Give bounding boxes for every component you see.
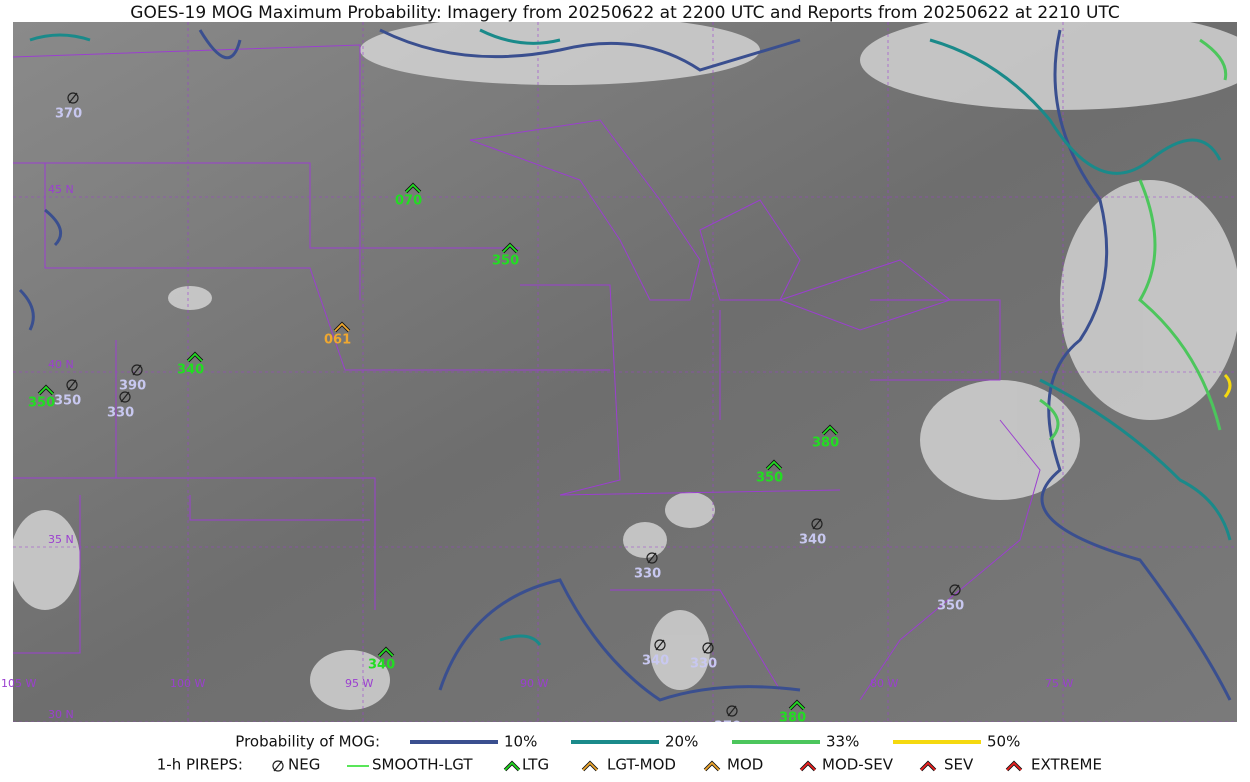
pirep-label: 340 xyxy=(799,533,826,548)
legend-label: EXTREME xyxy=(1031,756,1102,774)
legend-label: 20% xyxy=(665,733,698,751)
pirep-icon xyxy=(67,379,77,391)
pirep-label: 350 xyxy=(492,254,519,269)
pirep-label: 350 xyxy=(54,394,81,409)
pirep-icon xyxy=(131,364,143,376)
pirep-icon xyxy=(504,761,520,771)
pirep-label: 340 xyxy=(642,654,669,669)
pirep-icon xyxy=(187,352,203,362)
pirep-icon xyxy=(789,700,805,710)
pirep-label: 370 xyxy=(55,107,82,122)
pirep-label: 330 xyxy=(690,657,717,672)
pirep-icon xyxy=(654,639,666,651)
pirep-icon xyxy=(272,760,284,772)
pirep-icon xyxy=(66,379,78,391)
lon-label: 80 W xyxy=(870,677,898,690)
legend: Probability of MOG: 10% 20% 33% 50% 1-h PIREP… xyxy=(157,733,1102,774)
pirep-icon xyxy=(405,183,421,193)
pirep-label: 061 xyxy=(324,333,351,348)
pirep-icon xyxy=(704,761,720,771)
pirep-icon xyxy=(812,518,822,530)
pirep-label: 350 xyxy=(937,599,964,614)
pirep-label: 380 xyxy=(812,436,839,451)
pirep-label: 350 xyxy=(756,471,783,486)
pirep-icon xyxy=(655,639,665,651)
pirep-icon xyxy=(38,385,54,395)
pirep-label: 330 xyxy=(107,406,134,421)
graticule-labels: 45 N 40 N 35 N 30 N 105 W 100 W 95 W 90 W 80 W 75… xyxy=(1,183,1073,721)
pirep-icon xyxy=(800,761,816,771)
probability-contours xyxy=(18,28,1232,702)
pirep-label: 390 xyxy=(119,379,146,394)
pirep-label: 070 xyxy=(395,194,422,209)
pirep-icon xyxy=(1006,761,1022,771)
pirep-icon xyxy=(132,364,142,376)
legend-label: 33% xyxy=(826,733,859,751)
legend-label: 10% xyxy=(504,733,537,751)
pirep-icon xyxy=(378,647,394,657)
pirep-label: 380 xyxy=(779,711,806,726)
lat-label: 35 N xyxy=(48,533,74,546)
pirep-icon xyxy=(646,552,658,564)
pirep-icon xyxy=(334,322,350,332)
pirep-icon xyxy=(68,92,78,104)
pirep-icon xyxy=(67,92,79,104)
legend-label: NEG xyxy=(288,756,320,774)
pirep-icon xyxy=(502,243,518,253)
clouds xyxy=(13,22,1237,710)
pirep-icon xyxy=(120,391,130,403)
pirep-icon xyxy=(727,705,737,717)
pirep-icon xyxy=(726,705,738,717)
pirep-label: 350 xyxy=(28,396,55,411)
pirep-icon xyxy=(582,761,598,771)
pirep-icon xyxy=(950,584,960,596)
pirep-label: 330 xyxy=(634,567,661,582)
pirep-icon xyxy=(811,518,823,530)
title: GOES-19 MOG Maximum Probability: Imagery… xyxy=(130,3,1119,23)
lon-label: 75 W xyxy=(1045,677,1073,690)
legend-label: 50% xyxy=(987,733,1020,751)
pirep-icon xyxy=(703,642,713,654)
pirep-label: 340 xyxy=(177,363,204,378)
pirep-icon xyxy=(273,760,283,772)
legend-title: Probability of MOG: xyxy=(235,733,380,751)
legend-label: SMOOTH-LGT xyxy=(372,756,473,774)
pirep-icon xyxy=(119,391,131,403)
pirep-icon xyxy=(949,584,961,596)
pirep-icon xyxy=(702,642,714,654)
legend-label: LTG xyxy=(522,756,549,774)
pirep-icon xyxy=(766,460,782,470)
lon-label: 100 W xyxy=(170,677,205,690)
legend-label: SEV xyxy=(944,756,974,774)
pirep-label: 340 xyxy=(368,658,395,673)
legend-title: 1-h PIREPS: xyxy=(157,756,243,774)
pirep-label: 370 xyxy=(714,720,741,735)
graticule-lines xyxy=(13,22,1237,722)
lat-label: 30 N xyxy=(48,708,74,721)
pirep-icon xyxy=(920,761,936,771)
pirep-icon xyxy=(647,552,657,564)
legend-label: MOD-SEV xyxy=(822,756,894,774)
pirep-icon xyxy=(822,425,838,435)
legend-label: MOD xyxy=(727,756,763,774)
lon-label: 105 W xyxy=(1,677,36,690)
pireps: 3700703500613403503503903303803503403303… xyxy=(28,92,964,735)
boundaries xyxy=(13,44,1041,701)
map: 3700703500613403503503903303803503403303… xyxy=(13,22,1237,735)
legend-label: LGT-MOD xyxy=(607,756,676,774)
lon-label: 90 W xyxy=(520,677,548,690)
lat-label: 45 N xyxy=(48,183,74,196)
lon-label: 95 W xyxy=(345,677,373,690)
lat-label: 40 N xyxy=(48,358,74,371)
